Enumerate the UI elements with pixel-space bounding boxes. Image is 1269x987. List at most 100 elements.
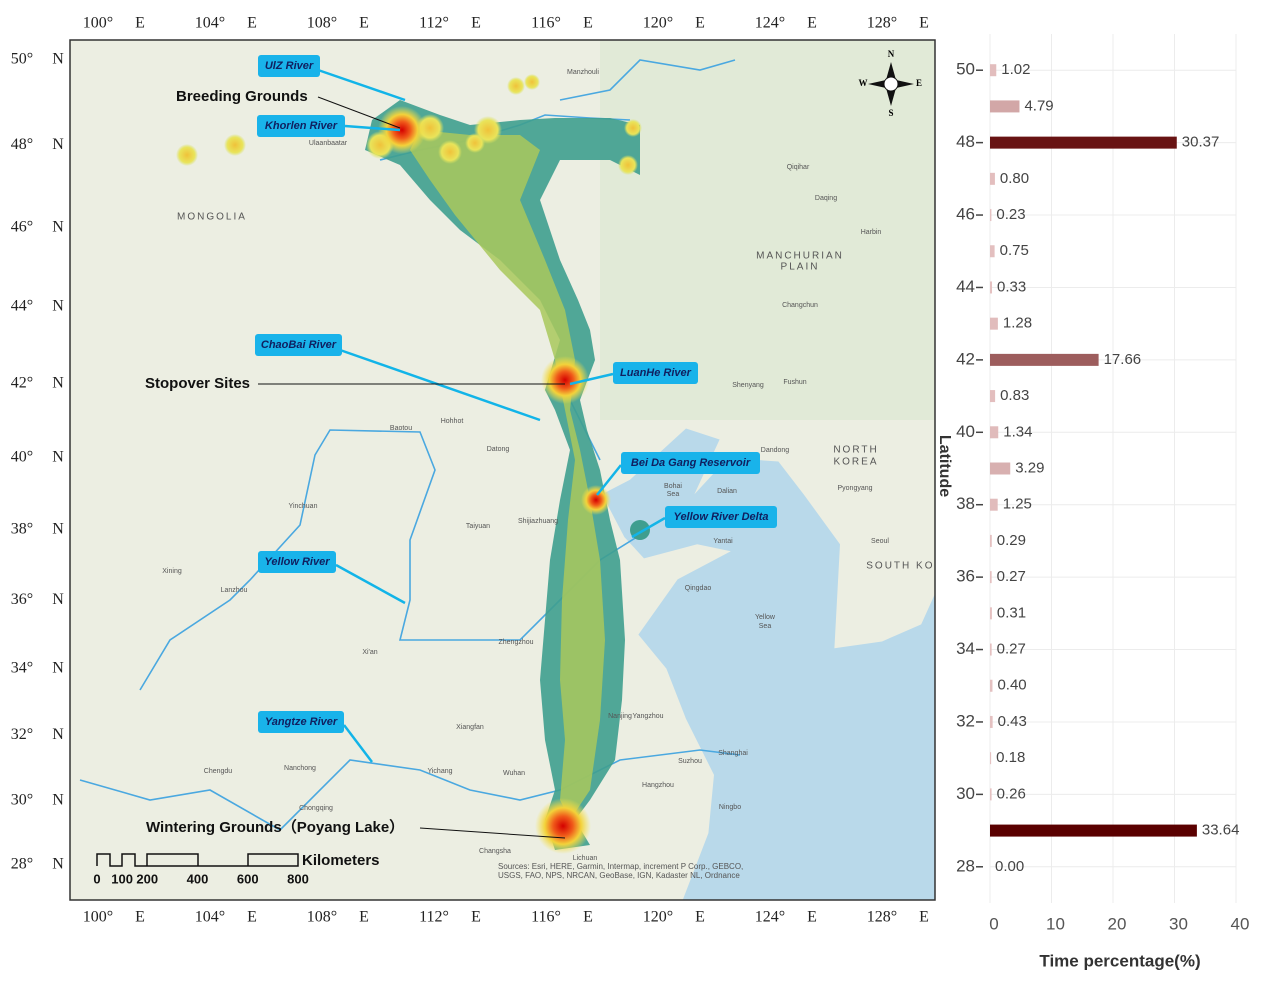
forest (600, 40, 935, 420)
value-label: 0.18 (996, 749, 1025, 766)
lon-tick-label: 128° (867, 909, 897, 926)
corridor-core (410, 130, 605, 820)
site-leaders (258, 96, 566, 839)
bar (990, 607, 992, 620)
place-name: Shenyang (732, 382, 764, 389)
place-names: MONGOLIA Ulaanbaatar Manzhouli Qiqihar Daqin… (162, 69, 935, 862)
lat-hemisphere: N (52, 218, 64, 235)
river-label-box (665, 506, 777, 528)
lon-tick-label: 116° (531, 15, 561, 32)
lon-hemisphere: E (359, 909, 369, 926)
leaders (317, 68, 666, 763)
bar (990, 534, 992, 547)
value-label: 0.23 (996, 206, 1025, 223)
place-name: Seoul (871, 538, 889, 545)
scale-label: 100 (111, 871, 133, 886)
value-label: 0.40 (997, 677, 1026, 694)
value-label: 0.27 (997, 641, 1026, 658)
river-label: Bei Da Gang Reservoir (631, 457, 751, 469)
lon-hemisphere: E (359, 15, 369, 32)
place-name: NORTH (833, 445, 878, 456)
scale-unit: Kilometers (302, 852, 380, 869)
value-label: 0.75 (1000, 242, 1029, 259)
river-label-box (258, 551, 336, 573)
lat-tick-label: 40° (11, 449, 33, 466)
scale-label: 200 (136, 871, 158, 886)
x-tick-label: 20 (1108, 914, 1127, 933)
bar (990, 788, 992, 801)
y-tick-label: 28 (956, 856, 975, 875)
bar (990, 64, 997, 77)
lat-hemisphere: N (52, 51, 64, 68)
lon-tick-label: 120° (643, 15, 673, 32)
river-label: ChaoBai River (261, 339, 337, 351)
lon-hemisphere: E (471, 15, 481, 32)
lon-hemisphere: E (135, 909, 145, 926)
bar (990, 571, 992, 584)
x-tick-label: 10 (1046, 914, 1065, 933)
y-axis-title: Latitude (936, 435, 953, 497)
site-label: Breeding Grounds (176, 88, 308, 105)
lon-tick-label: 108° (307, 909, 337, 926)
lon-tick-label: 100° (83, 909, 113, 926)
lon-tick-label: 104° (195, 15, 225, 32)
place-name: Yichang (427, 768, 452, 775)
bar (990, 100, 1020, 113)
place-name: Pyongyang (837, 485, 872, 492)
value-label: 0.80 (1000, 170, 1029, 187)
lat-tick-label: 48° (11, 136, 33, 153)
bar (990, 824, 1197, 837)
place-name: Bohai (664, 483, 682, 490)
compass-letter: N (888, 49, 895, 59)
lat-tick-label: 42° (11, 374, 33, 391)
place-name: Dandong (761, 447, 790, 454)
x-tick-label: 0 (989, 914, 998, 933)
place-name: Chengdu (204, 768, 233, 775)
scale-label: 0 (93, 871, 100, 886)
lat-hemisphere: N (52, 856, 64, 873)
place-name: Lanzhou (221, 587, 248, 594)
lon-hemisphere: E (695, 15, 705, 32)
place-name: Qiqihar (787, 164, 810, 171)
river-label: Khorlen River (265, 120, 338, 132)
bar (990, 643, 992, 656)
place-name: Hohhot (441, 418, 464, 425)
compass (868, 62, 914, 106)
value-label: 1.34 (1003, 423, 1032, 440)
lon-tick-label: 124° (755, 15, 785, 32)
river-label: LuanHe River (620, 367, 692, 379)
lat-tick-label: 38° (11, 521, 33, 538)
place-name: Ningbo (719, 804, 741, 811)
place-name: Xiangfan (456, 724, 484, 731)
place-name: PLAIN (781, 262, 820, 273)
lon-tick-label: 112° (419, 909, 449, 926)
bar (990, 281, 993, 294)
site-label: Stopover Sites (145, 375, 250, 392)
lon-tick-label: 128° (867, 15, 897, 32)
lon-hemisphere: E (807, 15, 817, 32)
place-name: Yangzhou (632, 713, 663, 720)
lat-hemisphere: N (52, 792, 64, 809)
place-name: Zhengzhou (498, 639, 533, 646)
scale-label: 800 (287, 871, 309, 886)
place-name: Fushun (783, 379, 806, 386)
place-name: Manzhouli (567, 69, 599, 76)
value-label: 17.66 (1104, 351, 1142, 368)
value-label: 0.26 (997, 785, 1026, 802)
place-name: MONGOLIA (177, 212, 247, 223)
lat-tick-label: 32° (11, 726, 33, 743)
y-tick-label: 40 (956, 422, 975, 441)
y-tick-label: 44 (956, 277, 975, 296)
place-name: Harbin (861, 229, 882, 236)
y-tick-label: 36 (956, 567, 975, 586)
place-name: KOREA (833, 457, 878, 468)
compass-letter: W (859, 78, 868, 88)
value-label: 0.29 (997, 532, 1026, 549)
lon-tick-label: 120° (643, 909, 673, 926)
place-name: Changchun (782, 302, 818, 309)
river-label-box (258, 711, 344, 733)
bar (990, 462, 1011, 475)
value-label: 0.33 (997, 278, 1026, 295)
bar (990, 172, 995, 185)
